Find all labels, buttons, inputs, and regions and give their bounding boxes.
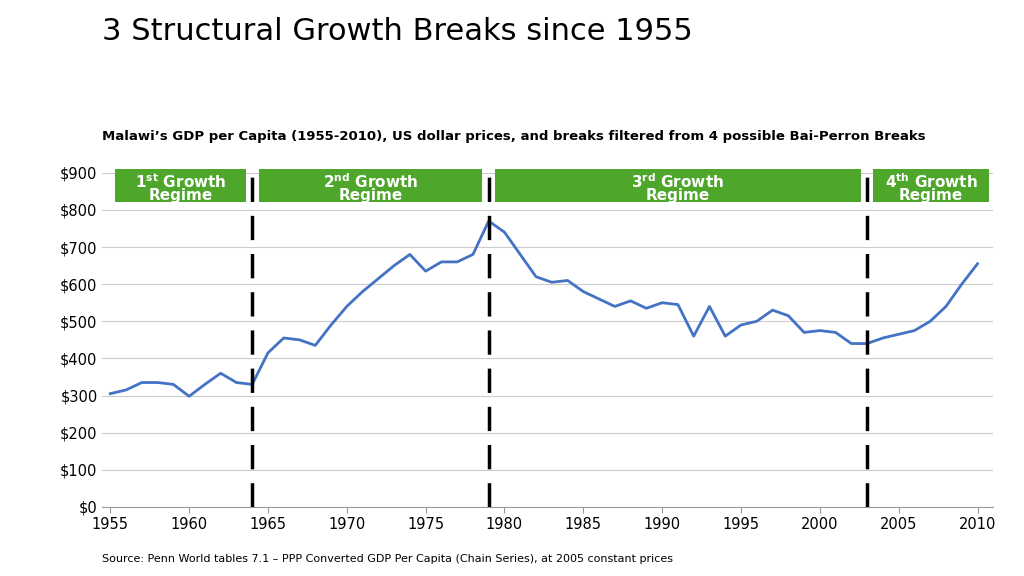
FancyBboxPatch shape <box>495 169 861 203</box>
FancyBboxPatch shape <box>258 169 482 203</box>
Text: $\mathregular{1}$$^{\mathregular{st}}$ Growth: $\mathregular{1}$$^{\mathregular{st}}$ G… <box>135 172 226 191</box>
Text: Regime: Regime <box>148 188 213 203</box>
Text: Regime: Regime <box>646 188 710 203</box>
Text: Source: Penn World tables 7.1 – PPP Converted GDP Per Capita (Chain Series), at : Source: Penn World tables 7.1 – PPP Conv… <box>102 555 674 564</box>
Text: 3 Structural Growth Breaks since 1955: 3 Structural Growth Breaks since 1955 <box>102 17 693 46</box>
FancyBboxPatch shape <box>873 169 988 203</box>
Text: Regime: Regime <box>338 188 402 203</box>
Text: $\mathregular{2}$$^{\mathregular{nd}}$ Growth: $\mathregular{2}$$^{\mathregular{nd}}$ G… <box>323 172 418 191</box>
Text: Regime: Regime <box>899 188 964 203</box>
Text: $\mathregular{4}$$^{\mathregular{th}}$ Growth: $\mathregular{4}$$^{\mathregular{th}}$ G… <box>885 172 977 191</box>
Text: $\mathregular{3}$$^{\mathregular{rd}}$ Growth: $\mathregular{3}$$^{\mathregular{rd}}$ G… <box>632 172 724 191</box>
Text: Malawi’s GDP per Capita (1955-2010), US dollar prices, and breaks filtered from : Malawi’s GDP per Capita (1955-2010), US … <box>102 130 926 143</box>
FancyBboxPatch shape <box>115 169 246 203</box>
